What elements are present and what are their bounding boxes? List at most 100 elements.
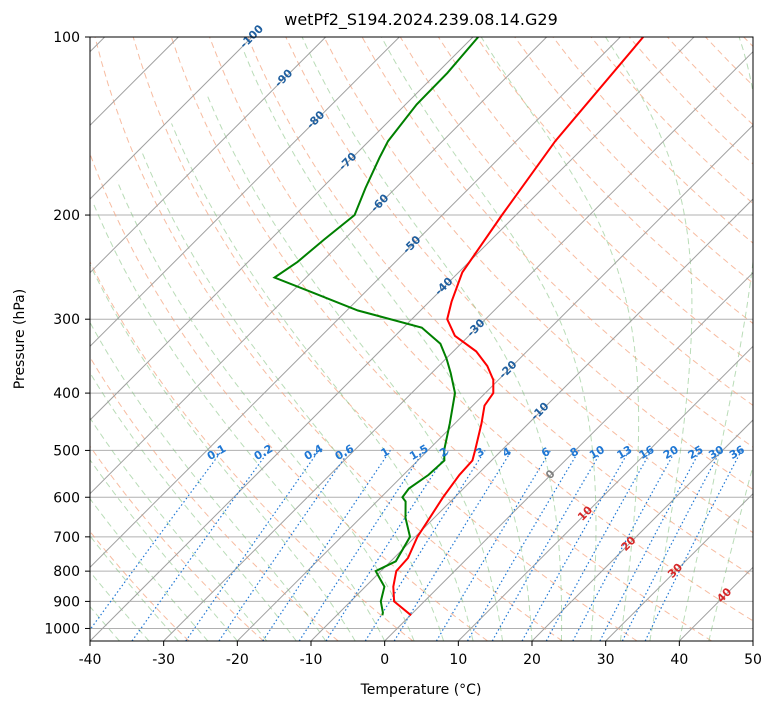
moist-adiabat-line bbox=[90, 263, 356, 641]
isotherm-line bbox=[163, 50, 753, 641]
dry-adiabat-line bbox=[285, 37, 753, 534]
mixing-ratio-line bbox=[393, 450, 513, 641]
y-axis: 100 200 300 400 500 600 700 800 900 1000 bbox=[44, 30, 90, 637]
dry-adiabat-line bbox=[90, 445, 264, 641]
dry-adiabat-line bbox=[552, 37, 753, 244]
mixing-ratio-line bbox=[644, 450, 743, 641]
isotherm-line bbox=[90, 37, 400, 348]
isotherm-line bbox=[90, 37, 474, 421]
moist-adiabat-line bbox=[242, 49, 533, 641]
isotherm-line bbox=[752, 640, 753, 641]
mixing-ratio-line bbox=[131, 450, 270, 641]
moist-adiabat-line bbox=[90, 535, 179, 641]
mixing-ratio-label: 1.5 bbox=[407, 442, 430, 463]
moist-adiabat-line bbox=[605, 37, 693, 641]
temperature-profile-line bbox=[392, 37, 644, 617]
moist-adiabat-line bbox=[140, 149, 445, 641]
y-tick-label: 600 bbox=[53, 490, 80, 506]
mixing-ratio-line bbox=[466, 450, 580, 641]
x-tick-label: 30 bbox=[597, 652, 615, 668]
moist-adiabat-line bbox=[301, 37, 563, 641]
mixing-ratio-label: 3 bbox=[474, 445, 487, 460]
isotherm-line bbox=[457, 345, 753, 641]
y-tick-label: 800 bbox=[53, 564, 80, 580]
y-tick-label: 100 bbox=[53, 30, 80, 46]
dewpoint-profile-line bbox=[272, 37, 479, 616]
y-tick-label: 400 bbox=[53, 386, 80, 402]
moist-adiabat-line bbox=[380, 37, 597, 641]
moist-adiabat-line bbox=[90, 321, 327, 641]
x-tick-label: 50 bbox=[744, 652, 762, 668]
dry-adiabat-line bbox=[90, 356, 339, 641]
dry-adiabat-line bbox=[705, 37, 753, 87]
chart-title: wetPf2_S194.2024.239.08.14.G29 bbox=[284, 10, 558, 30]
x-tick-label: -20 bbox=[226, 652, 249, 668]
dry-adiabat-line bbox=[476, 37, 753, 325]
dry-adiabat-line bbox=[667, 37, 753, 126]
moist-adiabat-line bbox=[678, 37, 753, 641]
mixing-ratio-label: 20 bbox=[661, 443, 681, 462]
mixing-ratio-label: 36 bbox=[727, 443, 747, 462]
x-tick-label: -10 bbox=[300, 652, 323, 668]
dry-adiabat-line bbox=[590, 37, 753, 205]
y-tick-label: 1000 bbox=[44, 621, 80, 637]
moist-adiabat-line bbox=[90, 458, 238, 641]
sounding-profiles bbox=[272, 37, 644, 617]
dry-adiabat-line bbox=[90, 530, 190, 641]
x-tick-label: 40 bbox=[670, 652, 688, 668]
y-tick-label: 700 bbox=[53, 530, 80, 546]
mixing-ratio-line bbox=[599, 450, 701, 641]
dry-adiabat-line bbox=[514, 37, 753, 284]
background-grid bbox=[90, 37, 753, 641]
x-tick-label: 10 bbox=[449, 652, 467, 668]
y-tick-label: 200 bbox=[53, 208, 80, 224]
dry-adiabat-line bbox=[247, 37, 753, 577]
mixing-ratio-label: 0.4 bbox=[302, 442, 326, 463]
dry-adiabat-line bbox=[437, 37, 753, 365]
isotherm-line bbox=[384, 271, 753, 641]
mixing-ratio-label: 25 bbox=[686, 443, 706, 462]
y-tick-label: 900 bbox=[53, 594, 80, 610]
moist-adiabat-line bbox=[206, 94, 503, 641]
mixing-ratio-line bbox=[218, 450, 351, 641]
mixing-ratio-line bbox=[325, 450, 450, 641]
dry-adiabat-line bbox=[170, 37, 712, 641]
y-tick-label: 500 bbox=[53, 443, 80, 459]
x-tick-label: 20 bbox=[523, 652, 541, 668]
mixing-ratio-label: 10 bbox=[587, 443, 607, 462]
mixing-ratio-line bbox=[572, 450, 677, 641]
mixing-ratio-line bbox=[185, 450, 320, 641]
dry-adiabat-line bbox=[132, 37, 638, 641]
isotherm-line bbox=[90, 37, 695, 641]
mixing-ratio-label: 4 bbox=[500, 445, 513, 460]
mixing-ratio-line bbox=[521, 450, 630, 641]
plot-frame bbox=[89, 36, 754, 642]
dry-adiabat-line bbox=[209, 37, 753, 622]
x-tick-label: 0 bbox=[380, 652, 389, 668]
isotherm-line bbox=[531, 419, 753, 641]
isotherm-line bbox=[310, 198, 753, 641]
dry-adiabat-line bbox=[90, 152, 488, 641]
x-axis-label: Temperature (°C) bbox=[360, 682, 482, 698]
y-tick-label: 300 bbox=[53, 312, 80, 328]
moist-adiabat-line bbox=[480, 37, 640, 641]
isotherm-line bbox=[90, 37, 253, 200]
mixing-ratio-line bbox=[90, 450, 223, 631]
x-tick-label: -30 bbox=[152, 652, 175, 668]
isotherm-line bbox=[90, 37, 327, 274]
x-axis: -40 -30 -20 -10 0 10 20 30 40 50 bbox=[79, 641, 762, 668]
mixing-ratio-label: 6 bbox=[539, 445, 552, 460]
dry-adiabat-line bbox=[94, 37, 563, 641]
moist-adiabat-line bbox=[116, 180, 415, 641]
mixing-ratio-label: 0.1 bbox=[205, 442, 228, 463]
mixing-ratio-label: 0.6 bbox=[333, 442, 357, 463]
isotherm-line bbox=[90, 37, 621, 569]
moist-adiabat-line bbox=[90, 497, 209, 641]
mixing-ratio-line bbox=[298, 450, 425, 641]
dry-adiabat-line bbox=[323, 37, 753, 491]
mixing-ratio-line bbox=[262, 450, 391, 641]
isotherm-line bbox=[678, 566, 753, 641]
moist-adiabat-line bbox=[708, 463, 753, 641]
isotherm-line bbox=[605, 492, 753, 641]
